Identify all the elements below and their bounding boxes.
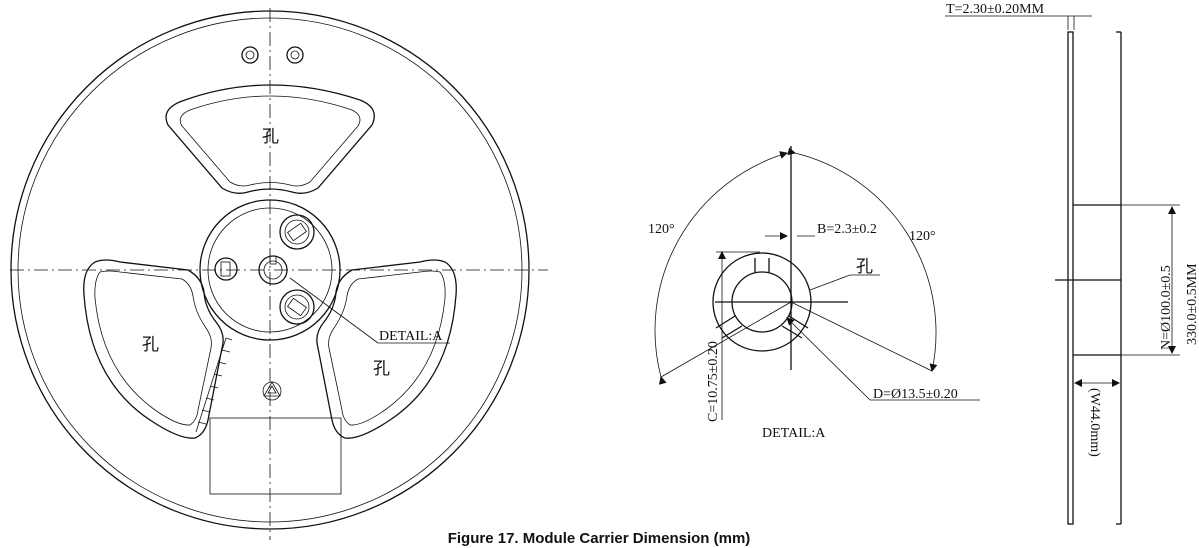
hub-slot-top	[279, 214, 315, 250]
hub-slot-left	[214, 257, 238, 281]
window-right	[316, 259, 457, 439]
key-slot-left	[715, 315, 743, 339]
detail-title: DETAIL:A	[762, 426, 826, 441]
dim-w-label: (W44.0mm)	[1087, 388, 1102, 457]
detail-outer-bore	[712, 252, 812, 352]
dim-b-label: B=2.3±0.2	[817, 222, 877, 237]
dim-c-label: C=10.75±0.20	[706, 341, 721, 422]
side-view: T=2.30±0.20MM N=Ø100.0±0.5 330.0±0.5MM (…	[945, 2, 1199, 525]
detail-inner-bore	[731, 271, 793, 333]
detail-callout-label: DETAIL:A	[379, 329, 443, 344]
angle-left-label: 120°	[648, 222, 675, 237]
dim-d-label: D=Ø13.5±0.20	[873, 387, 958, 402]
reel-hub	[199, 199, 341, 341]
dim-n-label: N=Ø100.0±0.5	[1159, 265, 1174, 350]
hole-label-top: 孔	[262, 127, 279, 147]
label-area	[209, 417, 342, 495]
dim-outer-label: 330.0±0.5MM	[1185, 263, 1199, 345]
angle-arc-right	[787, 147, 938, 372]
reel-outer-rim	[10, 10, 530, 530]
hole-label-left: 孔	[142, 335, 159, 355]
flange-holes	[241, 46, 304, 64]
center-bore	[258, 255, 288, 285]
figure-caption: Figure 17. Module Carrier Dimension (mm)	[448, 530, 751, 547]
window-top	[165, 84, 375, 194]
front-view: 孔 孔 孔	[10, 8, 548, 540]
recycle-icon	[262, 381, 282, 401]
angle-right-label: 120°	[909, 229, 936, 244]
flange-left	[1067, 31, 1074, 525]
reel-inner-rim	[17, 17, 523, 523]
reel-hub-inner	[207, 207, 333, 333]
detail-view: 120° 120° B=2.3±0.2 孔 C=10.75±0.20 D=Ø13…	[648, 146, 980, 441]
angle-arc-left	[654, 151, 788, 385]
scale-marks	[195, 337, 233, 433]
hole-label-right: 孔	[373, 359, 390, 379]
detail-leader	[289, 277, 379, 344]
hub-slot-bottom	[279, 289, 315, 325]
dim-t-label: T=2.30±0.20MM	[946, 2, 1045, 17]
detail-hole-label: 孔	[856, 257, 873, 277]
window-left	[83, 259, 224, 439]
key-slot-top	[754, 258, 770, 272]
